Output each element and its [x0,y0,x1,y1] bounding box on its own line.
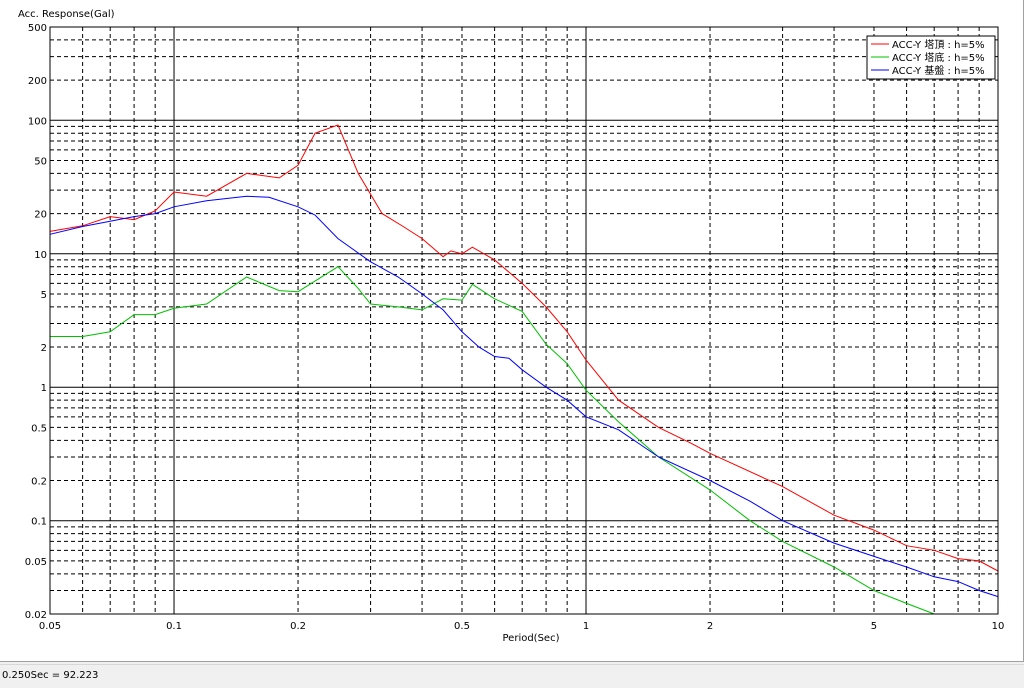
legend: ACC-Y 塔頂 : h=5%ACC-Y 塔底 : h=5%ACC-Y 基盤 :… [866,35,996,80]
series-line-2 [50,266,935,615]
y-tick-label: 200 [28,76,47,87]
x-tick-label: 0.1 [166,621,182,632]
x-axis-title: Period(Sec) [503,633,560,644]
y-tick-label: 5 [41,290,47,301]
legend-label: ACC-Y 塔底 : h=5% [892,51,985,64]
x-tick-label: 0.2 [290,621,306,632]
y-tick-label: 10 [34,250,47,261]
series-line-1 [49,124,999,572]
y-tick-label: 20 [34,210,47,221]
x-tick-label: 0.5 [454,621,470,632]
tick-labels: 0.05 0.1 0.2 0.5 1 2 5 100.020.050.10.20.512510… [25,23,1005,632]
y-tick-label: 0.02 [25,610,47,621]
x-tick-label: 0.05 [39,621,61,632]
plot-frame [49,26,999,615]
x-tick-label: 2 [707,621,713,632]
status-bar: 0.250Sec = 92.223 [0,664,1024,688]
legend-box [866,35,996,80]
y-tick-label: 0.1 [31,517,47,528]
x-tick-label: 10 [992,621,1005,632]
grid [50,27,998,614]
legend-label: ACC-Y 基盤 : h=5% [892,64,985,77]
y-tick-label: 500 [28,23,47,34]
y-tick-label: 50 [34,156,47,167]
y-tick-label: 1 [41,383,47,394]
legend-label: ACC-Y 塔頂 : h=5% [892,38,985,51]
y-tick-label: 0.05 [25,557,47,568]
series-line-3 [49,195,999,598]
y-tick-label: 0.5 [31,423,47,434]
y-tick-label: 100 [28,116,47,127]
y-tick-label: 0.2 [31,477,47,488]
response-spectrum-chart[interactable]: Acc. Response(Gal) Period(Sec) 0.05 0.1 0.… [0,0,1023,661]
series-lines [49,124,999,615]
status-readout: 0.250Sec = 92.223 [2,670,99,681]
x-tick-label: 5 [871,621,877,632]
y-axis-title: Acc. Response(Gal) [18,9,115,20]
plot-area[interactable]: Acc. Response(Gal) Period(Sec) 0.05 0.1 0.… [0,0,1024,662]
y-tick-label: 2 [41,343,47,354]
x-tick-label: 1 [583,621,589,632]
